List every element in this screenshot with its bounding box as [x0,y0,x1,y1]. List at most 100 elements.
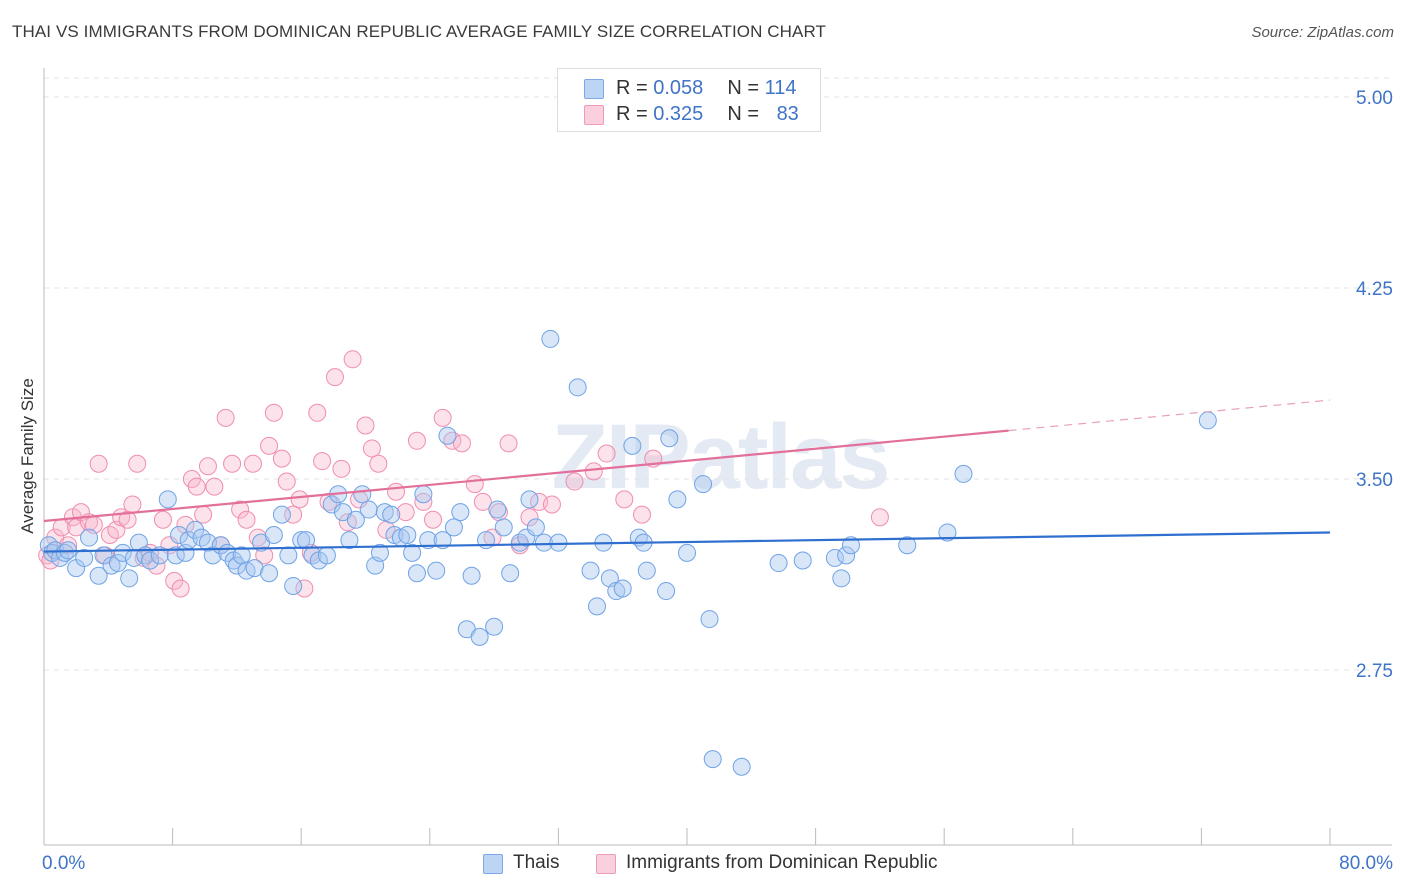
data-point [451,503,470,522]
data-point [424,510,443,529]
x-tick-label: 80.0% [1339,853,1393,874]
grid-lines [44,77,1392,671]
data-point [433,408,452,427]
data-point [80,528,99,547]
data-point [272,449,291,468]
data-point [954,464,973,483]
data-point [260,436,279,455]
data-point [414,485,433,504]
data-point [700,610,719,629]
data-point [237,510,256,529]
data-point [534,533,553,552]
legend-swatch-dominican [596,854,616,874]
data-point [1198,411,1217,430]
data-point [243,454,262,473]
legend-r-value: 0.325 [653,103,704,125]
legend-n-value: 83 [776,103,799,125]
data-point [165,571,184,590]
data-point [427,561,446,580]
data-point [520,508,539,527]
data-point [171,579,190,598]
data-point [387,482,406,501]
data-point [501,564,520,583]
data-point [520,490,539,509]
data-point [438,426,457,445]
data-point [353,485,372,504]
data-point [153,510,172,529]
data-point [308,403,327,422]
data-point [832,569,851,588]
data-point [317,546,336,565]
data-point [613,579,632,598]
data-point [194,505,213,524]
series-layer [38,329,1217,776]
data-point [89,566,108,585]
data-point [231,500,250,519]
data-point [623,436,642,455]
data-point [837,546,856,565]
data-point [488,500,507,519]
data-point [158,490,177,509]
trend-layer [43,399,1331,553]
data-point [340,531,359,550]
correlation-legend: R = 0.058 N = 114 R = 0.325 N = 83 [557,68,821,132]
data-point [176,515,195,534]
data-point [227,556,246,575]
data-point [465,475,484,494]
legend-swatch-dominican [584,105,604,125]
data-point [657,582,676,601]
data-point [396,503,415,522]
data-point [382,505,401,524]
data-point [565,472,584,491]
data-point [108,554,127,573]
data-point [369,454,388,473]
legend-r-label: R = [616,103,654,125]
legend-r-value: 0.058 [653,77,704,99]
data-point [295,579,314,598]
data-point [793,551,812,570]
data-point [245,559,264,578]
y-tick-label: 2.75 [1356,661,1393,682]
data-point [264,403,283,422]
data-point [581,561,600,580]
data-point [277,472,296,491]
data-point [637,561,656,580]
data-point [120,569,139,588]
data-point [216,408,235,427]
legend-n-label: N = [727,103,765,125]
data-point [597,444,616,463]
data-point [898,536,917,555]
data-point [279,546,298,565]
data-point [128,454,147,473]
data-point [260,564,279,583]
data-point [678,543,696,562]
data-point [526,518,545,537]
data-point [346,510,365,529]
trend-line-dominican-extension [1008,399,1331,432]
data-point [123,495,142,514]
data-point [470,627,489,646]
data-point [248,528,267,547]
data-point [587,597,606,616]
legend-label-thais: Thais [513,852,560,873]
data-point [290,490,309,509]
data-point [452,434,471,453]
legend-r-label: R = [616,77,654,99]
x-tick-label: 0.0% [42,853,85,874]
data-point [223,454,242,473]
data-point [462,566,481,585]
data-point [485,617,504,636]
data-point [407,564,426,583]
axes [43,68,1392,846]
data-point [150,546,169,565]
data-point [264,526,283,545]
data-point [694,475,713,494]
data-point [499,434,518,453]
trend-line-thais [43,531,1331,553]
data-point [362,439,381,458]
data-point [732,757,751,776]
legend-label-dominican: Immigrants from Dominican Republic [626,852,938,873]
data-point [113,543,132,562]
data-point [297,531,316,550]
data-point [284,576,303,595]
